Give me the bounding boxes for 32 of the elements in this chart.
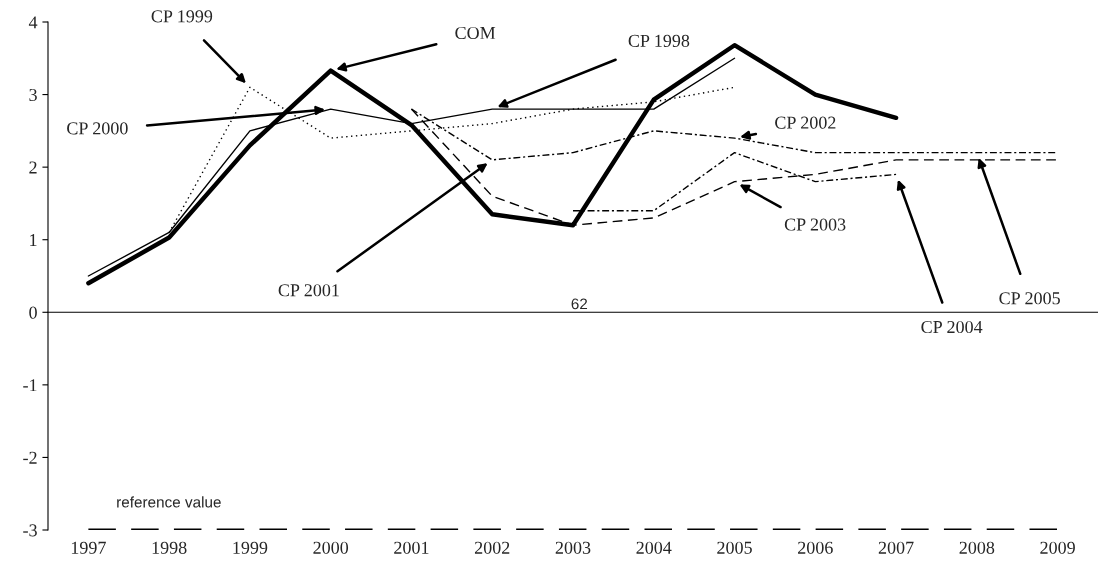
annotation: CP 2002 [775,116,836,129]
y-tick-label: 4 [28,16,38,29]
x-tick-label: 2001 [394,541,429,554]
annotation: CP 2001 [278,284,339,297]
annotation: CP 1998 [628,34,690,47]
x-tick-label: 2004 [636,541,672,554]
y-tick-label: 3 [29,88,37,102]
x-tick-label: 2009 [1040,541,1075,554]
y-tick-label: 0 [29,306,37,319]
annotation: CP 2004 [921,320,983,334]
y-tick-label: -3 [23,524,37,537]
x-tick-label: 1997 [71,541,106,554]
y-tick-label: -1 [23,379,37,392]
annotation: CP 1999 [151,10,213,23]
y-tick-label: -2 [23,451,37,464]
x-tick-label: 1998 [152,541,187,554]
annotation: CP 2000 [67,122,128,135]
annotation: CP 2005 [999,292,1060,305]
x-tick-label: 2006 [798,541,833,554]
annotation: COM [455,26,496,40]
ref-line-label: reference value [117,496,221,508]
x-tick-label: 2007 [878,541,914,554]
x-tick-label: 1999 [233,541,268,554]
x-tick-label: 2005 [717,541,752,554]
annotation: 62 [571,298,588,310]
y-tick-label: 1 [30,234,37,246]
x-tick-label: 2008 [959,541,995,554]
annotation: CP 2003 [784,218,846,231]
y-tick-label: 2 [29,161,37,174]
x-tick-label: 2000 [313,541,349,554]
x-tick-label: 2002 [474,541,510,554]
x-tick-label: 2003 [555,541,591,554]
